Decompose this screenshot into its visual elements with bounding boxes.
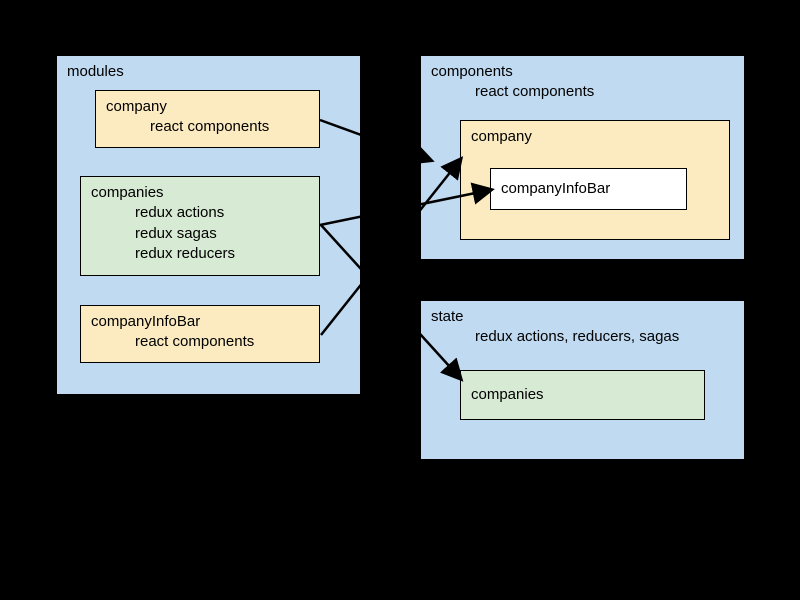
companyinfobar-module-subtitle: react components [91,333,254,350]
components-subtitle: react components [431,83,594,100]
modules-title: modules [57,56,360,86]
components-header: components react components [421,56,744,107]
companies-module-line3: redux reducers [91,245,235,262]
companyinfobar-component-box: companyInfoBar [490,168,687,210]
companies-module-title: companies [91,184,164,201]
company-component-title: company [461,121,729,151]
company-module-box: company react components [95,90,320,148]
companyinfobar-component-title: companyInfoBar [491,169,686,203]
companyinfobar-module-title: companyInfoBar [91,313,200,330]
companies-module-box: companies redux actions redux sagas redu… [80,176,320,276]
state-header: state redux actions, reducers, sagas [421,301,744,352]
company-module-title: company react components [96,91,319,142]
companyinfobar-module-box: companyInfoBar react components [80,305,320,363]
companyinfobar-module-content: companyInfoBar react components [81,306,319,357]
state-subtitle: redux actions, reducers, sagas [431,328,679,345]
companies-module-line2: redux sagas [91,225,217,242]
company-module-name: company [106,98,167,115]
companies-state-box: companies [460,370,705,420]
companies-module-line1: redux actions [91,204,224,221]
companies-module-content: companies redux actions redux sagas redu… [81,177,319,268]
companies-state-title: companies [461,371,704,409]
company-module-subtitle: react components [106,118,269,135]
state-title: state [431,308,464,325]
components-title: components [431,63,513,80]
